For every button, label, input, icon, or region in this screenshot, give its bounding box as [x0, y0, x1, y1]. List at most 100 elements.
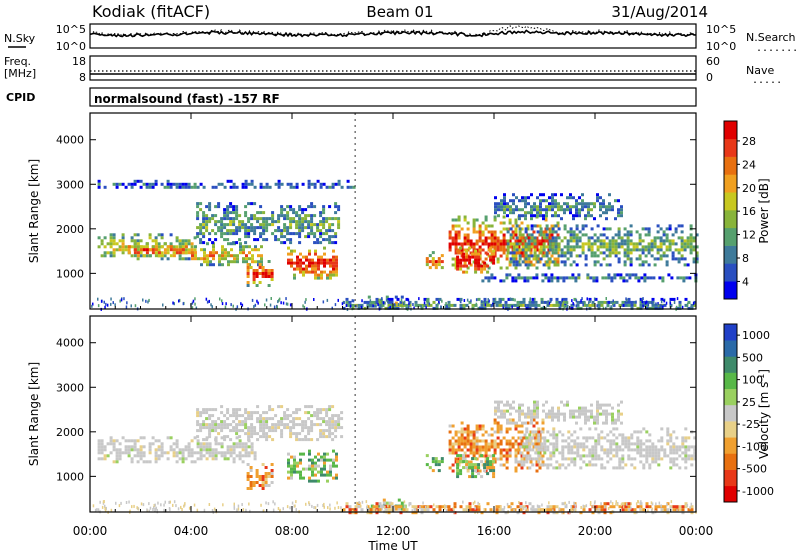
velocity-echo-cell — [588, 454, 592, 458]
velocity-echo-cell — [235, 417, 239, 421]
power-echo-cell — [112, 236, 116, 240]
power-echo-cell — [620, 245, 624, 249]
power-echo-cell — [265, 217, 269, 221]
velocity-echo-cell — [255, 469, 259, 472]
power-echo-cell — [632, 248, 636, 252]
velocity-scatter-cell — [241, 503, 243, 506]
velocity-echo-cell — [226, 451, 230, 455]
power-echo-cell — [522, 297, 526, 301]
power-echo-cell — [511, 224, 515, 228]
velocity-scatter-cell — [615, 500, 617, 504]
power-echo-cell — [620, 211, 623, 215]
velocity-echo-cell — [510, 502, 514, 506]
velocity-echo-cell — [526, 421, 530, 425]
velocity-echo-cell — [468, 475, 472, 479]
power-echo-cell — [541, 279, 545, 283]
power-echo-cell — [506, 245, 510, 249]
power-echo-cell — [557, 227, 561, 231]
power-echo-cell — [484, 276, 488, 280]
power-scatter-cell — [445, 302, 447, 305]
power-echo-cell — [678, 306, 682, 310]
power-echo-cell — [451, 227, 455, 231]
power-echo-cell — [292, 185, 296, 189]
velocity-echo-cell — [541, 421, 545, 425]
power-scatter-cell — [659, 304, 661, 308]
velocity-scatter-cell — [548, 501, 550, 505]
power-echo-cell — [346, 185, 350, 189]
power-echo-cell — [532, 276, 536, 280]
power-echo-cell — [511, 236, 515, 240]
power-scatter-cell — [221, 299, 223, 303]
power-echo-cell — [487, 224, 491, 228]
power-scatter-cell — [500, 299, 502, 303]
velocity-echo-cell — [247, 432, 251, 436]
power-echo-cell — [142, 245, 146, 249]
power-echo-cell — [692, 239, 696, 243]
velocity-echo-cell — [154, 460, 158, 464]
power-scatter-cell — [277, 300, 279, 304]
power-echo-cell — [475, 239, 479, 243]
velocity-echo-cell — [290, 476, 293, 480]
power-echo-cell — [545, 251, 549, 255]
power-echo-cell — [530, 211, 533, 215]
velocity-scatter-cell — [360, 504, 362, 508]
velocity-echo-cell — [241, 423, 245, 427]
velocity-echo-cell — [475, 430, 479, 434]
power-echo-cell — [489, 258, 493, 262]
velocity-scatter-cell — [133, 504, 135, 508]
power-echo-cell — [483, 267, 487, 271]
velocity-echo-cell — [636, 451, 640, 455]
power-scatter-cell — [389, 305, 391, 309]
power-echo-cell — [581, 233, 585, 237]
power-echo-cell — [528, 306, 532, 310]
power-echo-cell — [483, 300, 487, 304]
power-echo-cell — [593, 233, 597, 237]
velocity-echo-cell — [287, 464, 290, 468]
power-echo-cell — [605, 208, 608, 212]
velocity-echo-cell — [666, 430, 670, 434]
velocity-scatter-cell — [573, 501, 575, 505]
power-echo-cell — [515, 263, 519, 267]
power-echo-cell — [127, 251, 131, 255]
power-echo-cell — [286, 232, 290, 236]
power-scatter-cell — [610, 305, 612, 309]
velocity-echo-cell — [340, 435, 344, 439]
velocity-echo-cell — [184, 457, 188, 461]
velocity-echo-cell — [425, 463, 429, 467]
velocity-scatter-cell — [513, 509, 515, 512]
velocity-echo-cell — [196, 408, 200, 412]
velocity-echo-cell — [293, 470, 296, 474]
velocity-echo-cell — [184, 445, 188, 449]
velocity-echo-cell — [555, 445, 559, 449]
power-echo-cell — [499, 239, 503, 243]
velocity-echo-cell — [133, 439, 137, 443]
power-echo-cell — [295, 232, 299, 236]
power-echo-cell — [191, 254, 194, 258]
power-echo-cell — [560, 251, 564, 255]
power-echo-cell — [566, 239, 570, 243]
power-echo-cell — [571, 276, 575, 280]
velocity-echo-cell — [483, 469, 487, 473]
velocity-echo-cell — [293, 458, 296, 462]
velocity-echo-cell — [591, 457, 595, 461]
velocity-echo-cell — [514, 451, 518, 455]
power-echo-cell — [535, 245, 539, 249]
velocity-echo-cell — [609, 430, 613, 434]
power-echo-cell — [322, 220, 326, 224]
power-echo-cell — [590, 251, 594, 255]
power-echo-cell — [239, 248, 242, 252]
velocity-echo-cell — [238, 420, 242, 424]
velocity-scatter-cell — [630, 506, 632, 510]
velocity-echo-cell — [199, 451, 203, 455]
velocity-echo-cell — [681, 457, 685, 461]
power-echo-cell — [499, 266, 503, 270]
velocity-scatter-cell — [474, 506, 476, 510]
power-echo-cell — [465, 255, 469, 259]
power-echo-cell — [498, 303, 502, 307]
velocity-echo-cell — [642, 508, 646, 512]
power-echo-cell — [656, 230, 660, 234]
power-echo-cell — [493, 236, 497, 240]
velocity-echo-cell — [493, 430, 497, 434]
power-scatter-cell — [232, 304, 234, 308]
velocity-echo-cell — [331, 414, 335, 418]
